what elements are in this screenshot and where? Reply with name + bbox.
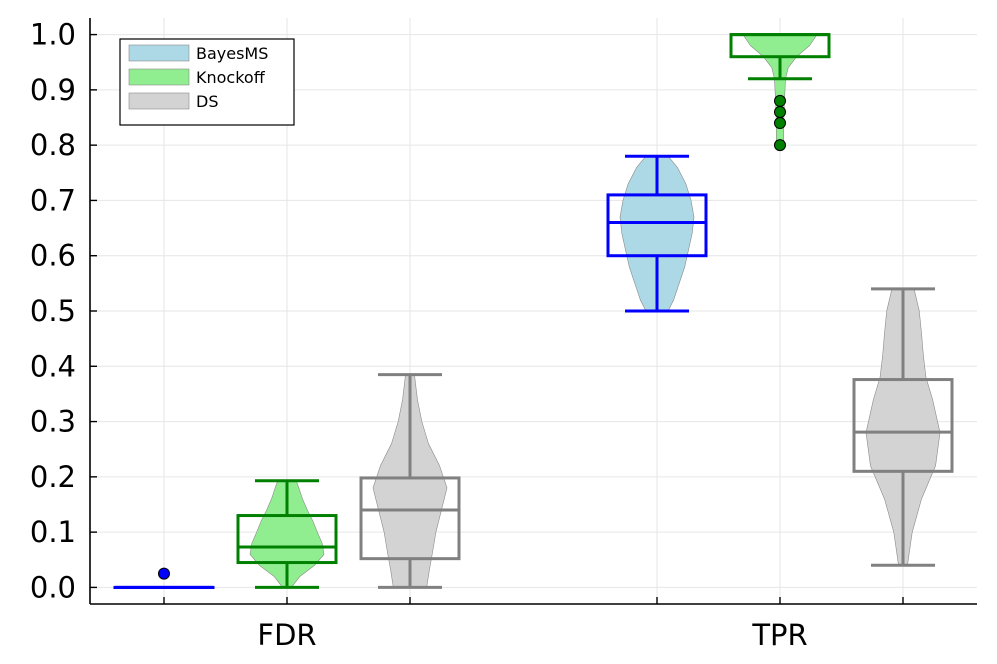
y-tick-label: 0.0 (30, 570, 76, 604)
y-tick-label: 0.9 (30, 73, 76, 107)
y-tick-label: 0.7 (30, 183, 76, 217)
y-tick-label: 1.0 (30, 18, 76, 52)
y-tick-label: 0.4 (30, 349, 76, 383)
x-tick-label: TPR (751, 618, 807, 652)
outlier-bayesms-fdr (158, 567, 170, 580)
outlier-knockoff-tpr (774, 105, 786, 118)
y-tick-label: 0.2 (30, 460, 76, 494)
box-knockoff-fdr (236, 514, 338, 565)
box-ds-tpr (852, 378, 954, 473)
x-tick-label: FDR (257, 618, 316, 652)
y-tick-label: 0.8 (30, 128, 76, 162)
y-tick-label: 0.5 (30, 294, 76, 328)
legend-label-bayesms: BayesMS (196, 44, 268, 63)
legend-swatch-knockoff (128, 68, 190, 86)
box-ds-fdr (359, 476, 461, 561)
legend-swatch-bayesms (128, 44, 190, 62)
legend: BayesMS Knockoff DS (119, 38, 295, 126)
y-tick-label: 0.3 (30, 405, 76, 439)
legend-label-ds: DS (196, 92, 218, 111)
x-tick-labels: FDR TPR (163, 597, 904, 652)
outlier-knockoff-tpr (774, 94, 786, 107)
outlier-knockoff-tpr (774, 139, 786, 152)
y-tick-labels: 0.0 0.1 0.2 0.3 0.4 0.5 0.6 0.7 0.8 0.9 1.0 (30, 18, 97, 604)
legend-label-knockoff: Knockoff (196, 68, 266, 87)
outlier-knockoff-tpr (774, 117, 786, 130)
y-tick-label: 0.6 (30, 239, 76, 273)
y-tick-label: 0.1 (30, 515, 76, 549)
box-layer (113, 33, 954, 590)
box-bayesms-tpr (606, 193, 708, 258)
legend-swatch-ds (128, 92, 190, 110)
